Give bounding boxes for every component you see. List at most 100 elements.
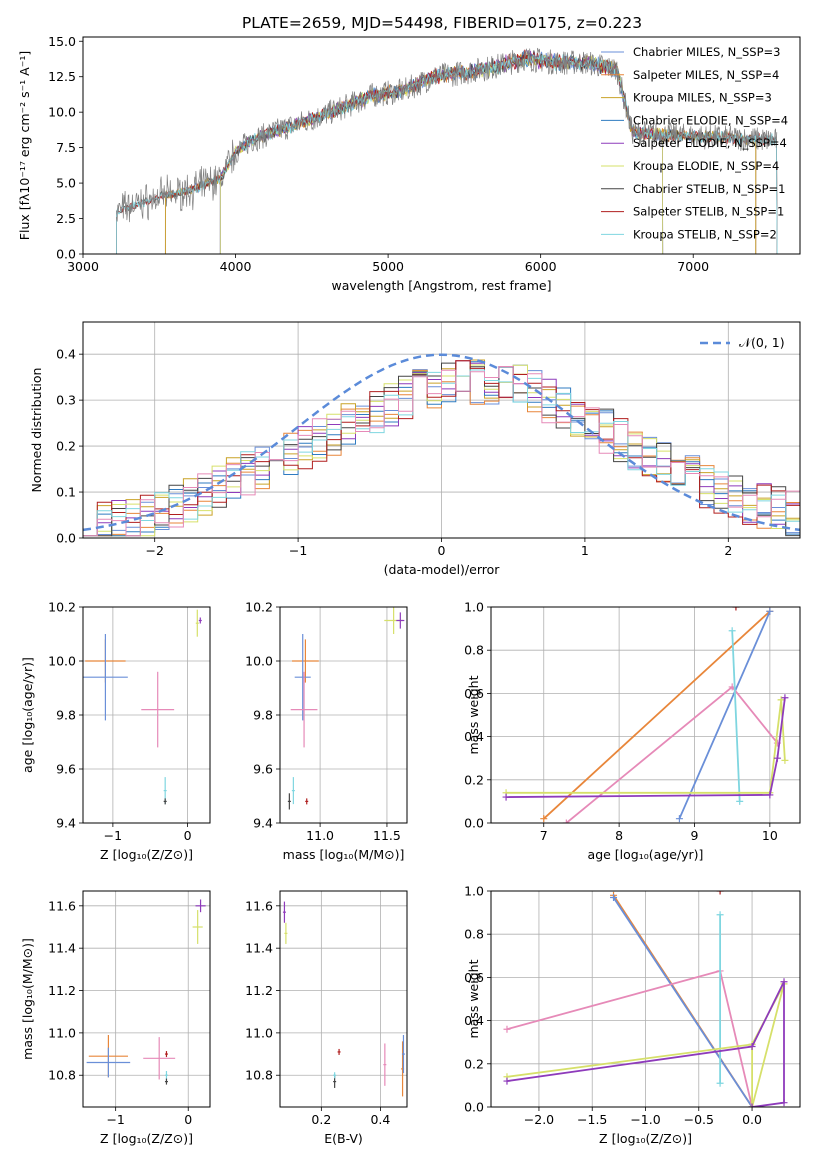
- x-tick-label: 0.2: [311, 1112, 331, 1127]
- legend-label: Kroupa STELIB, N_SSP=2: [633, 227, 777, 241]
- normal-curve: [83, 353, 800, 532]
- x-tick-label: 0.0: [742, 1112, 762, 1127]
- x-tick-label: 10: [762, 828, 778, 843]
- y-tick-label: 11.4: [245, 941, 273, 956]
- x-axis-label: Z [log₁₀(Z/Z⊙)]: [100, 847, 193, 862]
- weight-marker: [562, 819, 570, 823]
- weight-marker: [503, 1077, 511, 1085]
- y-tick-label: 10.2: [245, 600, 273, 615]
- axes-frame: [490, 606, 801, 824]
- x-tick-label: 3000: [67, 259, 99, 274]
- y-tick-label: 0.1: [56, 485, 76, 500]
- y-axis-label: Flux [fλ10⁻¹⁷ erg cm⁻² s⁻¹ A⁻¹]: [17, 51, 32, 240]
- y-tick-label: 9.8: [253, 708, 273, 723]
- weight-line: [506, 699, 786, 794]
- y-tick-label: 11.0: [245, 1025, 273, 1040]
- weight-marker: [675, 815, 683, 823]
- y-tick-label: 9.8: [56, 708, 76, 723]
- y-tick-label: 11.6: [245, 898, 273, 913]
- legend-label: Chabrier ELODIE, N_SSP=4: [633, 113, 788, 127]
- y-tick-label: 10.8: [48, 1068, 76, 1083]
- plot-area: [83, 353, 800, 537]
- x-tick-label: 0: [184, 828, 192, 843]
- weight-marker: [732, 607, 740, 611]
- grid: [491, 890, 800, 1108]
- y-tick-label: 9.4: [56, 816, 76, 831]
- x-axis-label: Z [log₁₀(Z/Z⊙)]: [599, 1131, 692, 1146]
- grid: [83, 606, 210, 824]
- y-tick-label: 0.4: [464, 1013, 484, 1028]
- y-axis-label: Normed distribution: [29, 368, 44, 493]
- y-tick-label: 10.8: [245, 1068, 273, 1083]
- x-tick-label: 0: [438, 543, 446, 558]
- x-axis-label: mass [log₁₀(M/M⊙)]: [283, 847, 405, 862]
- x-tick-label: 4000: [220, 259, 252, 274]
- histogram-series: [83, 360, 800, 537]
- y-tick-label: 7.5: [56, 140, 76, 155]
- weight-marker: [777, 696, 785, 704]
- axes-frame: [279, 606, 408, 824]
- weight-marker: [610, 893, 618, 901]
- legend-label: Salpeter STELIB, N_SSP=1: [633, 205, 784, 219]
- weight-marker: [781, 694, 789, 702]
- y-axis-label: mass weight: [466, 959, 481, 1038]
- legend-label: 𝒩(0, 1): [739, 335, 785, 350]
- axes-frame: [82, 890, 211, 1108]
- x-axis-label: (data-model)/error: [384, 562, 501, 577]
- histogram-series: [83, 361, 800, 537]
- axes-frame: [279, 890, 408, 1108]
- y-tick-label: 0.3: [56, 393, 76, 408]
- y-tick-label: 11.6: [48, 898, 76, 913]
- y-tick-label: 11.0: [48, 1025, 76, 1040]
- y-tick-label: 1.0: [464, 884, 484, 899]
- y-axis-label: mass [log₁₀(M/M⊙)]: [20, 938, 35, 1060]
- plot-area: [502, 607, 789, 823]
- weight-line: [612, 897, 753, 1107]
- weight-marker: [728, 627, 736, 635]
- y-tick-label: 10.0: [48, 654, 76, 669]
- weight-line: [565, 685, 779, 823]
- grid: [83, 891, 210, 1107]
- legend-label: Kroupa MILES, N_SSP=3: [633, 91, 772, 105]
- axes-frame: [82, 606, 211, 824]
- chart-mass-vs-ebv: 0.2 0.4 10.8 11.0 11.2 11.4 11.6 E(B-V): [245, 890, 408, 1146]
- y-tick-label: 0.4: [56, 347, 76, 362]
- y-tick-label: 0.8: [464, 643, 484, 658]
- legend-label: Salpeter ELODIE, N_SSP=4: [633, 136, 787, 150]
- x-tick-label: 11.0: [306, 828, 334, 843]
- chart-mass-vs-Z: −1 0 10.8 11.0 11.2 11.4 11.6 Z [log₁₀(Z/Z⊙)] ma…: [20, 890, 211, 1146]
- x-tick-label: 7: [540, 828, 548, 843]
- observed-spectrum: [116, 47, 778, 223]
- weight-marker: [503, 1025, 511, 1033]
- y-tick-label: 0.0: [56, 531, 76, 546]
- chart-mass-weight-vs-Z: −2.0 −1.5 −1.0 −0.5 0.0 0.0 0.2 0.4 0.6 0.8 1.0 Z […: [464, 884, 801, 1146]
- axes-frame: [490, 890, 801, 1108]
- x-axis-label: age [log₁₀(age/yr)]: [588, 847, 704, 862]
- x-tick-label: 0.4: [370, 1112, 390, 1127]
- weight-marker: [716, 911, 724, 919]
- chart-spectrum: 3000 4000 5000 6000 7000 0.0 2.5 5.0 7.5 10.0 12.5…: [17, 34, 801, 293]
- weight-marker: [780, 1099, 788, 1107]
- plot-area: [83, 609, 202, 805]
- plot-area: [287, 607, 405, 810]
- chart-age-vs-Z: −1 0 9.4 9.6 9.8 10.0 10.2 Z [log₁₀(Z/Z⊙)] age […: [20, 600, 211, 862]
- model-spectrum: [164, 52, 757, 254]
- y-tick-label: 0.2: [464, 772, 484, 787]
- weight-line: [678, 610, 771, 820]
- y-tick-label: 0.0: [464, 1100, 484, 1115]
- weight-marker: [716, 1079, 724, 1087]
- weight-marker: [781, 756, 789, 764]
- y-tick-label: 11.2: [245, 983, 273, 998]
- y-tick-label: 2.5: [56, 211, 76, 226]
- model-spectrum: [219, 50, 664, 254]
- grid: [280, 891, 407, 1107]
- y-tick-label: 10.2: [48, 600, 76, 615]
- x-tick-label: 9: [691, 828, 699, 843]
- legend-label: Chabrier MILES, N_SSP=3: [633, 45, 780, 59]
- y-tick-label: 0.0: [56, 247, 76, 262]
- weight-line: [506, 969, 753, 1107]
- weight-marker: [748, 1043, 756, 1051]
- axes-frame: [82, 36, 801, 255]
- grid: [280, 606, 407, 824]
